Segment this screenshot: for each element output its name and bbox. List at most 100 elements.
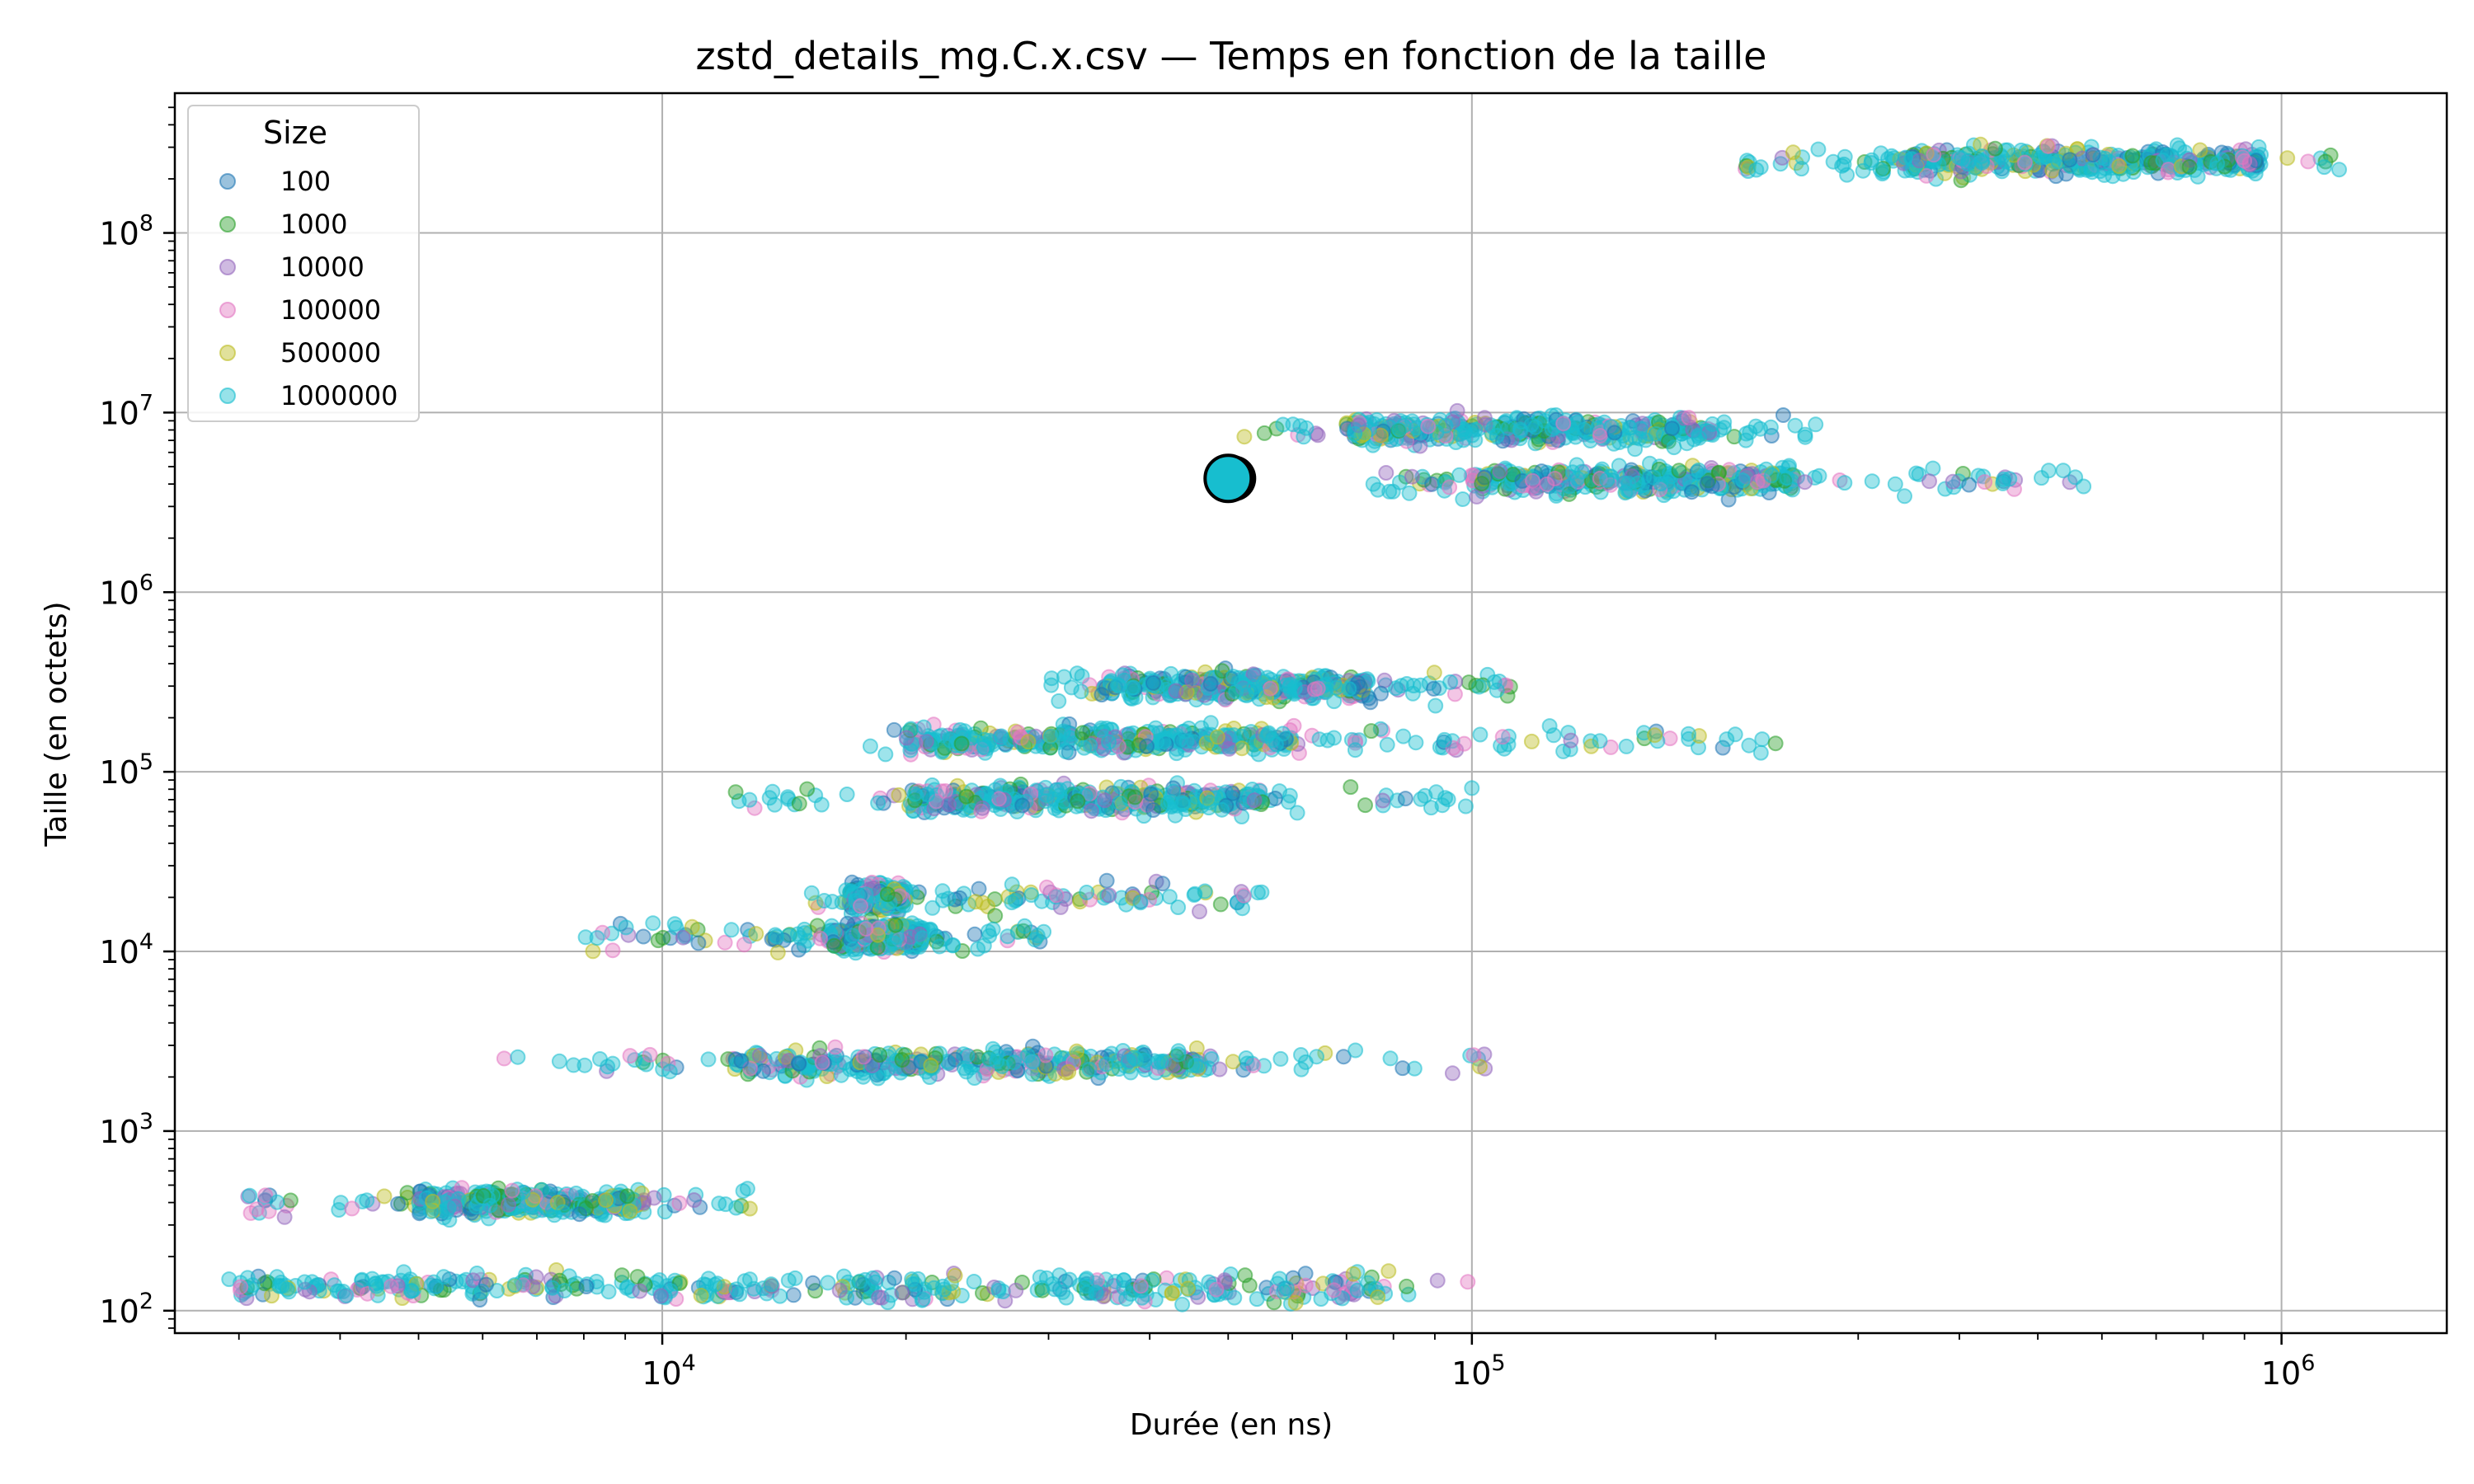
data-point [941, 796, 957, 813]
data-point [2062, 152, 2078, 168]
data-point [1075, 725, 1091, 741]
data-point [1349, 1282, 1366, 1298]
data-point [745, 1280, 762, 1297]
data-point [1699, 476, 1715, 492]
data-point [1837, 475, 1853, 491]
data-point [1385, 483, 1401, 500]
data-point [1111, 1061, 1127, 1077]
data-point [645, 915, 661, 932]
data-point [1426, 665, 1442, 681]
data-point [907, 786, 923, 802]
data-point [1752, 159, 1769, 176]
highlight-point [1203, 453, 1253, 504]
data-point [425, 1193, 441, 1209]
data-point [1741, 737, 1757, 754]
data-point [344, 1200, 360, 1217]
data-point [618, 1280, 635, 1296]
data-point [879, 886, 896, 903]
data-point [751, 1047, 768, 1064]
legend-marker [219, 345, 236, 361]
data-point [2209, 155, 2226, 171]
data-point [632, 1283, 648, 1299]
data-point [1190, 1289, 1206, 1305]
data-point [1647, 727, 1663, 744]
legend-marker [219, 173, 236, 190]
data-point [1246, 792, 1263, 809]
data-point [2076, 478, 2092, 495]
data-point [1719, 731, 1735, 748]
data-point [716, 1279, 732, 1295]
data-point [1573, 463, 1590, 480]
data-point [1638, 432, 1654, 448]
data-point [1428, 784, 1445, 801]
data-point [1174, 796, 1191, 812]
data-point [1264, 732, 1281, 749]
data-point [1785, 144, 1801, 161]
data-point [1442, 674, 1459, 690]
data-point [354, 1271, 370, 1288]
data-point [618, 919, 634, 936]
data-point [1539, 476, 1555, 492]
data-point [931, 938, 948, 955]
data-point [785, 1287, 802, 1303]
data-point [1738, 432, 1754, 448]
data-point [1763, 467, 1780, 484]
data-point [1662, 730, 1678, 747]
data-point [1285, 416, 1301, 433]
legend-title: Size [263, 115, 327, 151]
data-point [1974, 153, 1990, 169]
data-point [661, 1064, 678, 1080]
data-point [1225, 669, 1242, 685]
data-point [1347, 425, 1363, 442]
data-point [1464, 780, 1480, 796]
data-point [764, 783, 781, 800]
data-point [1444, 1065, 1460, 1082]
data-point [1977, 474, 1993, 491]
data-point [1754, 731, 1771, 748]
data-point [675, 929, 691, 946]
data-point [1569, 414, 1586, 430]
data-point [1380, 1263, 1397, 1280]
data-point [1209, 729, 1225, 745]
data-point [1004, 876, 1020, 893]
data-point [1208, 1281, 1225, 1298]
data-point [589, 930, 605, 946]
data-point [1188, 1057, 1204, 1073]
data-point [1382, 1050, 1399, 1067]
data-point [1864, 473, 1880, 490]
data-point [1494, 729, 1511, 745]
data-point [1155, 734, 1172, 750]
data-point [1008, 1282, 1024, 1298]
data-point [1408, 735, 1424, 751]
data-point [510, 1049, 526, 1065]
data-point [233, 1279, 249, 1295]
data-point [1691, 430, 1707, 446]
data-point [1161, 889, 1178, 905]
data-point [506, 1277, 523, 1294]
data-point [700, 1051, 717, 1068]
data-point [1184, 672, 1200, 688]
data-point [974, 800, 990, 816]
data-point [1606, 425, 1623, 441]
data-point [1357, 797, 1373, 814]
data-point [812, 930, 829, 946]
data-point [282, 1192, 299, 1209]
data-point [2236, 153, 2253, 169]
data-point [733, 1053, 750, 1069]
data-point [1123, 680, 1140, 696]
data-point [1048, 887, 1065, 904]
legend-label: 100000 [280, 294, 381, 326]
data-point [1811, 467, 1827, 484]
data-point [1429, 1272, 1446, 1289]
legend-marker [219, 259, 236, 275]
data-point [1465, 1047, 1482, 1064]
data-point [953, 735, 970, 752]
data-point [1664, 420, 1680, 437]
data-point [1884, 148, 1900, 164]
data-point [981, 1051, 998, 1068]
data-point [1014, 797, 1031, 814]
data-point [690, 935, 707, 951]
data-point [831, 1282, 848, 1298]
data-point [1310, 680, 1326, 697]
data-point [1095, 1289, 1112, 1305]
